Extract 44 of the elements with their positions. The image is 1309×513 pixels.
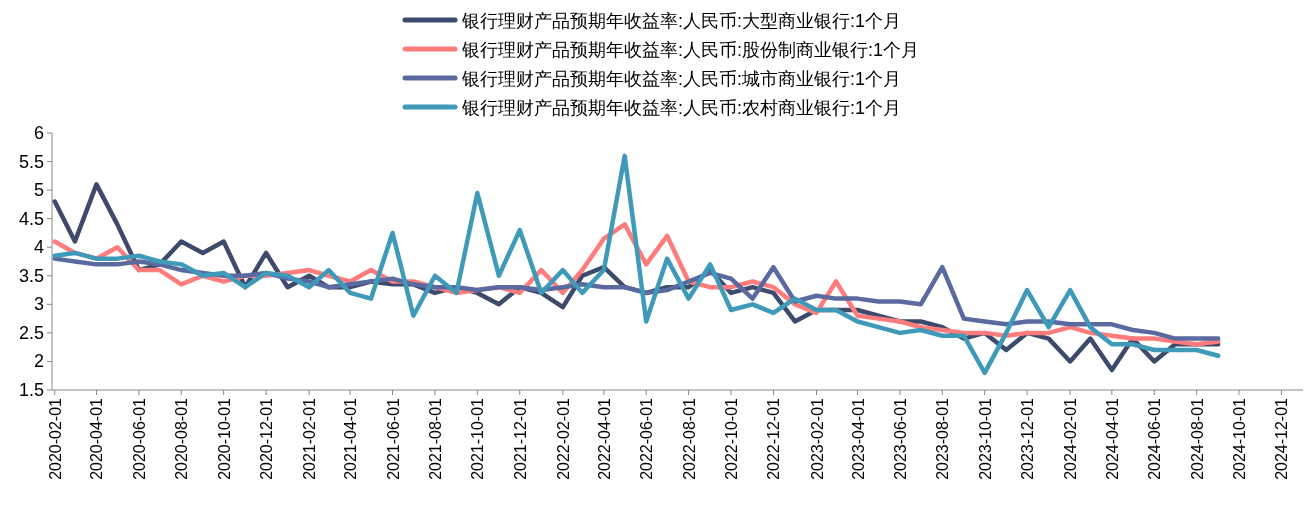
x-tick-label: 2022-04-01 <box>595 397 613 480</box>
x-tick-label: 2020-10-01 <box>215 397 233 480</box>
x-tick-label: 2021-02-01 <box>301 397 319 480</box>
x-tick-label: 2022-06-01 <box>638 397 656 480</box>
x-tick-label: 2023-02-01 <box>808 397 826 480</box>
x-tick-label: 2022-12-01 <box>765 397 783 480</box>
x-tick-label: 2021-06-01 <box>384 397 402 480</box>
y-tick-label: 1.5 <box>18 380 44 400</box>
y-tick-label: 3 <box>33 294 44 315</box>
legend-label: 银行理财产品预期年收益率:人民币:股份制商业银行:1个月 <box>461 40 920 60</box>
x-tick-label: 2020-08-01 <box>173 397 191 480</box>
legend-label: 银行理财产品预期年收益率:人民币:农村商业银行:1个月 <box>461 98 902 118</box>
legend-label: 银行理财产品预期年收益率:人民币:城市商业银行:1个月 <box>461 69 902 89</box>
x-tick-label: 2021-08-01 <box>426 397 444 480</box>
x-tick-label: 2022-02-01 <box>554 397 572 480</box>
x-tick-label: 2024-12-01 <box>1273 397 1291 480</box>
x-tick-label: 2021-12-01 <box>511 397 529 480</box>
x-tick-label: 2022-08-01 <box>680 397 698 480</box>
y-tick-label: 3.5 <box>18 265 44 286</box>
x-tick-label: 2020-12-01 <box>258 397 276 480</box>
y-tick-label: 2.5 <box>18 322 44 343</box>
x-tick-label: 2021-04-01 <box>342 397 360 480</box>
x-tick-label: 2023-06-01 <box>891 397 909 480</box>
y-tick-label: 4 <box>33 237 44 258</box>
y-tick-label: 2 <box>33 351 44 372</box>
y-tick-label: 4.5 <box>18 208 44 229</box>
legend-label: 银行理财产品预期年收益率:人民币:大型商业银行:1个月 <box>461 11 902 31</box>
x-tick-label: 2023-08-01 <box>934 397 952 480</box>
x-tick-label: 2023-12-01 <box>1019 397 1037 480</box>
x-tick-label: 2021-10-01 <box>469 397 487 480</box>
x-tick-label: 2020-02-01 <box>46 397 64 480</box>
x-tick-label: 2020-06-01 <box>130 397 148 480</box>
x-tick-label: 2024-08-01 <box>1188 397 1206 480</box>
x-tick-label: 2022-10-01 <box>723 397 741 480</box>
x-tick-label: 2024-04-01 <box>1103 397 1121 480</box>
y-tick-label: 6 <box>33 123 44 143</box>
x-tick-label: 2023-04-01 <box>849 397 867 480</box>
x-tick-label: 2020-04-01 <box>88 397 106 480</box>
y-tick-label: 5 <box>33 180 44 201</box>
x-tick-label: 2023-10-01 <box>976 397 994 480</box>
x-tick-label: 2024-02-01 <box>1062 397 1080 480</box>
x-tick-label: 2024-06-01 <box>1146 397 1164 480</box>
x-tick-label: 2024-10-01 <box>1231 397 1249 480</box>
y-tick-label: 5.5 <box>18 151 44 172</box>
